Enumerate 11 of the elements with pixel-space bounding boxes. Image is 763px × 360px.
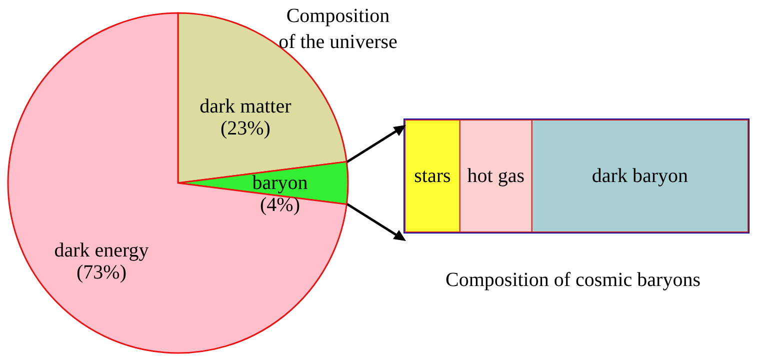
- slice-label: dark matter: [200, 95, 292, 118]
- data-label: (73%): [76, 261, 126, 284]
- series-label: hot gas: [467, 165, 525, 187]
- text: Composition of cosmic baryons: [446, 269, 701, 291]
- data-label: (4%): [260, 194, 300, 216]
- slice-label: baryon: [252, 172, 308, 194]
- data-label: (23%): [220, 117, 270, 140]
- series-label: dark baryon: [592, 165, 688, 187]
- series-label: stars: [414, 165, 451, 187]
- chart-title: Composition of the universe: [278, 5, 398, 53]
- slice-label: dark energy: [54, 239, 149, 262]
